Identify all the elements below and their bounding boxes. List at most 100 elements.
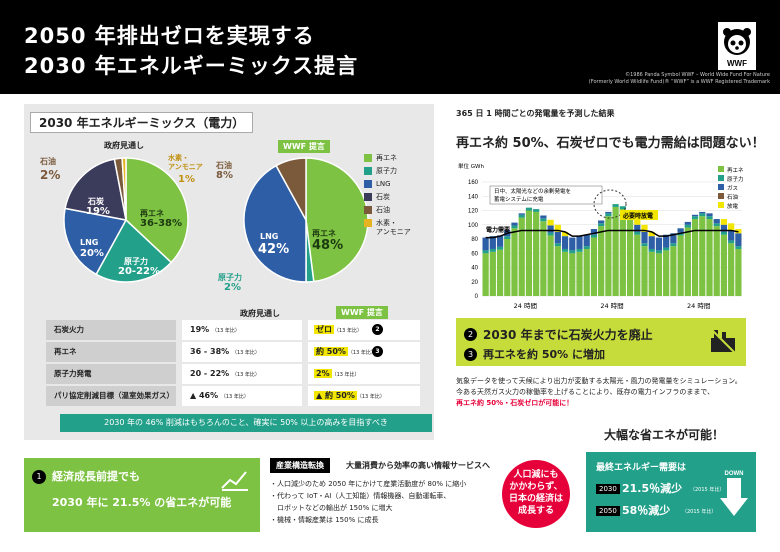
- bar-放電: [561, 231, 569, 237]
- gov-label-oil: 石油: [40, 157, 56, 166]
- bar-ガス: [561, 236, 569, 249]
- bar-再エネ: [619, 209, 626, 296]
- y-axis-label: 単位 GWh: [458, 162, 484, 170]
- bar-ガス: [540, 215, 547, 219]
- legend-swatch: [364, 206, 372, 214]
- growth-chart-icon: [221, 471, 248, 491]
- gov-pie-slice-1: [95, 218, 173, 283]
- bar-再エネ: [518, 217, 525, 296]
- table-row-gov-note: （13 年比）: [211, 328, 240, 334]
- bar-再エネ: [735, 248, 742, 296]
- table-col-gov: 政府見通し: [240, 309, 280, 318]
- y-tick-label: 120: [468, 209, 479, 215]
- left-banner: 2030 年の 46% 削減はもちろんのこと、確実に 50% 以上の高みを目指す…: [60, 414, 432, 432]
- bar-再エネ: [504, 239, 511, 296]
- bar-原子力: [691, 216, 699, 220]
- down-arrow-icon: DOWN: [720, 471, 748, 516]
- table-row-wwf-value: 2%: [314, 369, 332, 378]
- y-tick-label: 60: [471, 251, 478, 257]
- legend-item: LNG: [364, 180, 430, 189]
- gov-label-coal-val: 19%: [86, 206, 110, 217]
- wwf-pie-slice-0: [305, 157, 369, 283]
- note-2030: （2015 年比）: [690, 487, 725, 493]
- bar-再エネ: [525, 210, 533, 296]
- table-row-gov: 19% （13 年比）: [182, 320, 302, 340]
- desc-line1: 気象データを使って天候により出力が変動する太陽光・風力の発電量をシミュレーション…: [456, 377, 742, 385]
- bar-ガス: [670, 233, 677, 244]
- gov-label-nuc-val: 20-22%: [118, 266, 161, 277]
- table-row: 原子力発電 20 - 22% （13 年比） 2% （13 年比）: [46, 364, 420, 384]
- wwf-logo: WWF: [718, 22, 756, 70]
- year-2050: 2050: [596, 506, 620, 516]
- legend-swatch: [364, 193, 372, 201]
- bar-原子力: [670, 243, 677, 247]
- bar-再エネ: [482, 253, 489, 296]
- banner-line2: 再エネを約 50% に増加: [483, 348, 605, 361]
- chart-legend-label: 石油: [727, 193, 739, 201]
- bar-再エネ: [605, 216, 612, 296]
- mid-items: ・人口減少のため 2050 年にかけて産業活動度が 80% に縮小 ・代わって I…: [270, 478, 466, 526]
- bar-原子力: [612, 204, 619, 207]
- gov-pie-slice-0: [125, 157, 189, 264]
- bar-再エネ: [598, 226, 605, 296]
- table-row-gov-note: （13 年比）: [220, 394, 249, 400]
- right-description: 気象データを使って天候により出力が変動する太陽光・風力の発電量をシミュレーション…: [456, 376, 742, 409]
- mid-item: ・人口減少のため 2050 年にかけて産業活動度が 80% に縮小: [270, 480, 467, 488]
- bar-再エネ: [670, 246, 677, 296]
- bar-ガス: [684, 221, 691, 225]
- table-row-gov: ▲ 46% （13 年比）: [182, 386, 302, 406]
- bar-ガス: [496, 235, 504, 247]
- gov-label-h2-val: 1%: [178, 174, 195, 185]
- bar-放電: [641, 224, 648, 232]
- bar-原子力: [496, 246, 504, 250]
- y-tick-label: 0: [475, 294, 479, 300]
- bar-再エネ: [728, 243, 735, 296]
- table-row-wwf-value: ▲ 約 50%: [314, 391, 357, 400]
- bar-放電: [720, 219, 728, 225]
- legend-swatch: [364, 180, 372, 188]
- title-line1: 2050 年排出ゼロを実現する: [24, 24, 315, 48]
- table-row-wwf-note: （13 年比）: [347, 350, 376, 356]
- legend-swatch: [364, 154, 372, 162]
- table-row-wwf: ゼロ （13 年比） 2: [308, 320, 420, 340]
- wwf-label-lng-val: 42%: [258, 242, 290, 257]
- table-row-label: 再エネ: [46, 342, 176, 362]
- banner-row-2: 3 再エネを約 50% に増加: [464, 346, 605, 362]
- legend-item: 水素・ アンモニア: [364, 219, 430, 237]
- gov-label-coal: 石炭: [88, 197, 104, 206]
- right-title: 再エネ約 50%、石炭ゼロでも電力需給は問題ない！: [456, 136, 765, 151]
- bar-ガス: [706, 213, 713, 217]
- bar-ガス: [605, 211, 612, 214]
- copyright: ©1986 Panda Symbol WWF – World Wide Fund…: [560, 72, 770, 86]
- table-row-wwf-note: （13 年比）: [331, 372, 360, 378]
- table-row-wwf-value: ゼロ: [314, 325, 334, 334]
- wwf-label-nuc: 原子力: [218, 273, 242, 282]
- bar-放電: [547, 219, 554, 226]
- bar-再エネ: [706, 219, 713, 296]
- legend-label: 水素・ アンモニア: [376, 219, 411, 236]
- bar-再エネ: [699, 216, 706, 296]
- desc-line3: 再エネ約 50%・石炭ゼロが可能に！: [456, 399, 574, 407]
- bar-再エネ: [590, 237, 598, 296]
- economy-growth-circle: 人口減にも かかわらず、 日本の経済は 成長する: [502, 460, 570, 528]
- bar-原子力: [518, 214, 525, 218]
- table-row: 石炭火力 19% （13 年比） ゼロ （13 年比） 2: [46, 320, 420, 340]
- panda-icon: WWF: [723, 28, 751, 68]
- badge-1: 1: [32, 470, 46, 484]
- chart-legend-swatch: [718, 166, 724, 172]
- gov-label-h2: 水素・ アンモニア: [168, 154, 203, 171]
- gov-label-lng-val: 20%: [80, 248, 104, 259]
- bar-再エネ: [547, 235, 554, 296]
- right-green-banner: 2 2030 年までに石炭火力を廃止 3 再エネを約 50% に増加: [456, 318, 746, 366]
- right-heading: 大幅な省エネが可能！: [604, 428, 725, 442]
- bar-ガス: [569, 237, 576, 251]
- wwf-label-oil: 石油: [216, 161, 232, 170]
- wwf-pie-slice-2: [243, 164, 307, 283]
- bar-原子力: [482, 250, 489, 254]
- demand-line: [485, 229, 739, 239]
- bar-ガス: [728, 230, 735, 241]
- bar-原子力: [511, 225, 518, 229]
- bar-原子力: [489, 248, 496, 252]
- table-row-wwf-note: （13 年比）: [356, 394, 385, 400]
- hourly-generation-chart: 0 20 40 60 80 100 120 140 160 単位 GWh 24 時間 24 時間 24 …: [458, 162, 744, 310]
